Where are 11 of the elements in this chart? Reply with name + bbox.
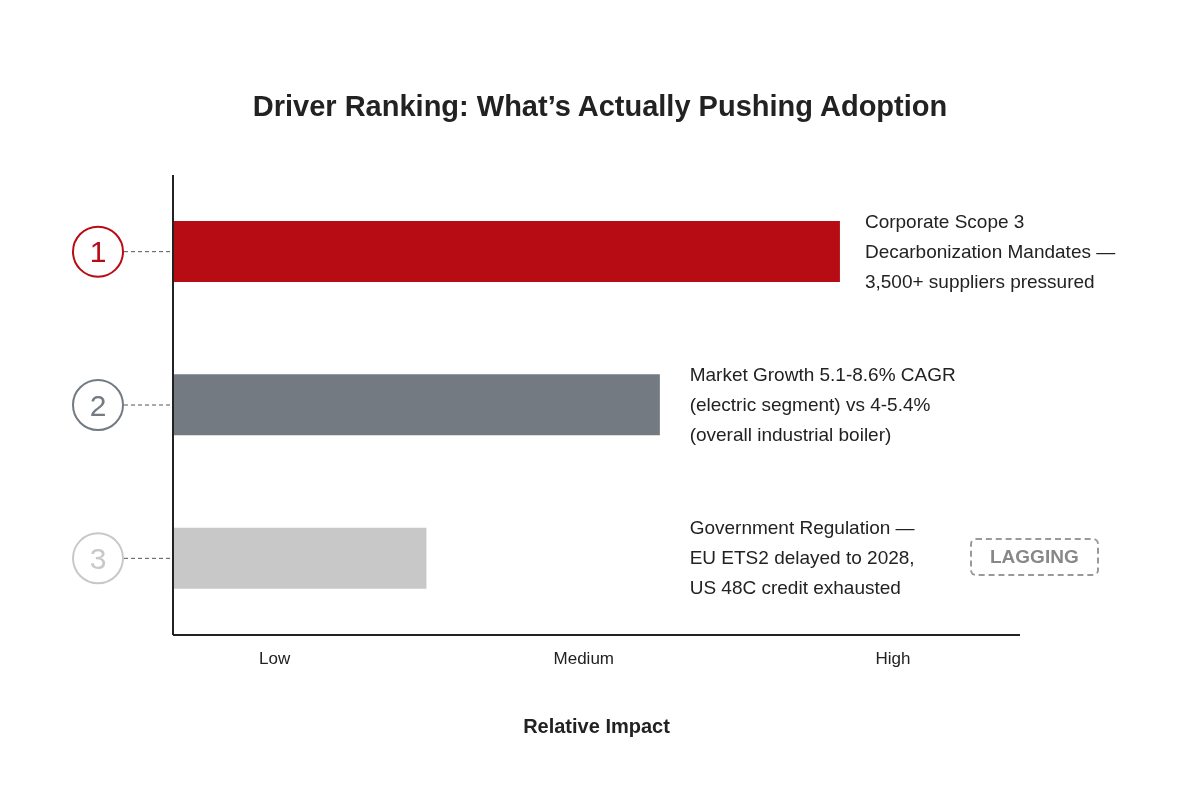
y-tick-label: 2	[89, 388, 107, 422]
text: LAGGING	[970, 538, 1099, 577]
annotation: Market Growth 5.1-8.6% CAGR (electric segment) vs 4-5.4% (overall industrial boiler)	[689, 363, 956, 447]
text: Medium	[553, 649, 615, 669]
text: High	[875, 649, 911, 669]
x-axis-title: Relative Impact	[523, 715, 671, 737]
text: Corporate Scope 3 Decarbonization Mandates — 3,500+ suppliers pressured	[864, 209, 1116, 294]
chart-title: Driver Ranking: What’s Actually Pushing Adoption	[251, 90, 949, 123]
y-tick-label: 1	[89, 235, 107, 269]
text: Low	[259, 649, 291, 669]
annotation: Government Regulation — EU ETS2 delayed to 2028, US 48C credit exhausted	[689, 516, 915, 601]
